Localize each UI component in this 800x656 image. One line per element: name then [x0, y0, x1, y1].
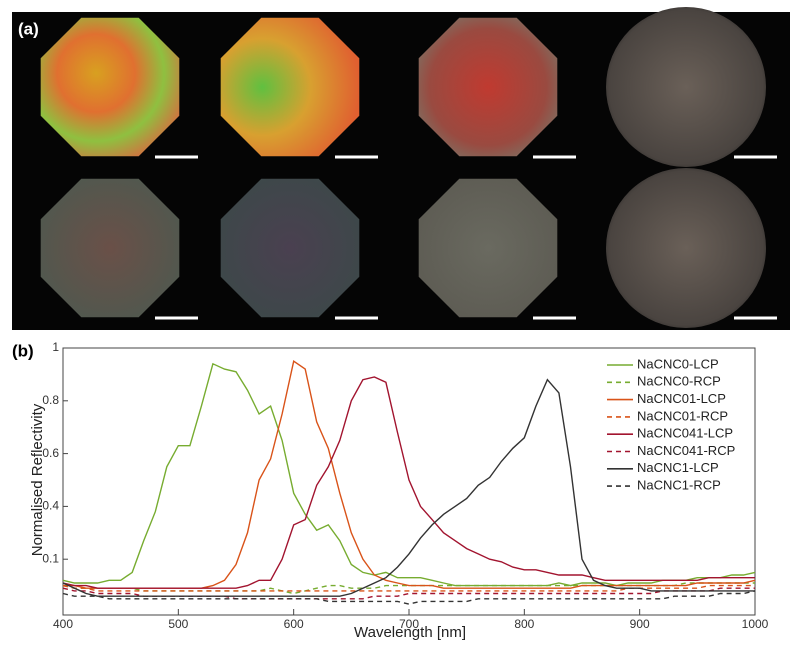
sample-image: [606, 168, 766, 328]
y-axis-title: Normalised Reflectivity: [29, 403, 46, 556]
series-line: [62, 376, 755, 589]
series-line: [62, 590, 756, 605]
series-line: [62, 362, 756, 587]
y-tick-label: 1: [52, 340, 59, 354]
x-tick-label: 800: [514, 617, 534, 631]
x-tick-label: 400: [53, 617, 73, 631]
scale-bars: [155, 155, 777, 320]
sample-image: [606, 7, 766, 167]
panel-label: (b): [12, 341, 34, 360]
series-line: [62, 587, 755, 600]
plot: 400 500 600 700 800 900 1000 0.1 0.4 0.6 0.8 1 NaCNC…: [42, 340, 768, 631]
x-tick-label: 600: [284, 617, 304, 631]
y-tick-label: 0.1: [42, 551, 59, 565]
legend-label: NaCNC01-RCP: [637, 408, 728, 423]
x-axis-title: Wavelength [nm]: [354, 624, 466, 641]
x-tick-label: 500: [168, 617, 188, 631]
legend-label: NaCNC1-LCP: [637, 460, 719, 475]
sample-image: [418, 178, 558, 318]
x-tick-label: 900: [630, 617, 650, 631]
legend-label: NaCNC1-RCP: [637, 478, 721, 493]
sample-image: [220, 178, 360, 318]
legend-label: NaCNC0-LCP: [637, 356, 719, 371]
x-tick-label: 1000: [742, 617, 769, 631]
sample-image: [40, 178, 180, 318]
legend-label: NaCNC01-LCP: [637, 391, 726, 406]
legend-label: NaCNC0-RCP: [637, 374, 721, 389]
x-tick-label: 700: [399, 617, 419, 631]
y-tick-label: 0.6: [42, 446, 59, 460]
legend-label: NaCNC041-RCP: [637, 443, 735, 458]
legend-label: NaCNC041-LCP: [637, 426, 733, 441]
panel-label: (a): [18, 19, 39, 38]
series-line: [62, 378, 755, 597]
y-tick-label: 0.4: [42, 499, 59, 513]
sample-image: [220, 17, 360, 157]
y-tick-label: 0.8: [42, 393, 59, 407]
sample-image: [40, 17, 180, 157]
sample-image: [418, 17, 558, 157]
